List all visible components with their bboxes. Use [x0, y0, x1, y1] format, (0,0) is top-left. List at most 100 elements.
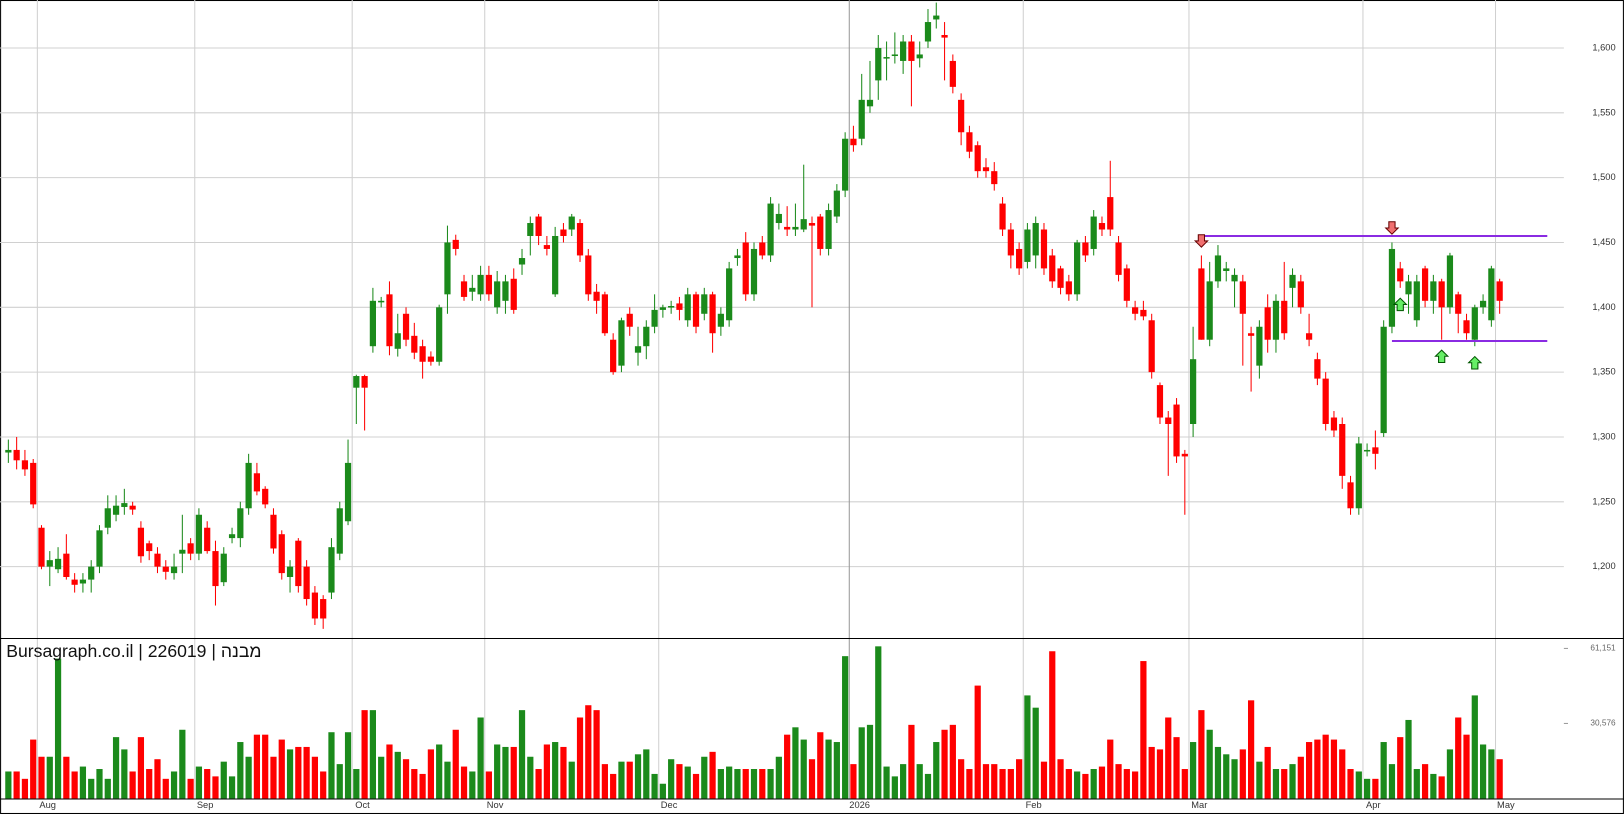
- candle-body: [170, 566, 178, 574]
- volume-bar: [808, 759, 816, 799]
- candle-body: [966, 132, 973, 152]
- y-tick-label: 1,350: [1592, 367, 1615, 377]
- candle-body: [684, 294, 691, 321]
- candle-body: [104, 508, 111, 528]
- volume-bar: [634, 754, 642, 799]
- volume-bar: [767, 769, 774, 799]
- candle-body: [5, 449, 12, 453]
- candle-body: [328, 547, 335, 593]
- volume-bar: [195, 766, 203, 799]
- up-arrow: [1467, 355, 1483, 370]
- candle-body: [137, 527, 145, 557]
- volume-bar: [1272, 769, 1280, 799]
- volume-bar: [883, 766, 890, 799]
- volume-bar: [444, 761, 451, 799]
- volume-bar: [734, 769, 741, 799]
- volume-bar: [1181, 769, 1188, 799]
- volume-bar: [436, 744, 443, 799]
- candle-body: [974, 145, 981, 172]
- candle-body: [1446, 255, 1454, 308]
- volume-bar: [1040, 761, 1048, 799]
- candle-body: [726, 268, 733, 321]
- candle-body: [982, 167, 990, 172]
- volume-bar: [1074, 771, 1081, 799]
- candle-body: [1347, 482, 1354, 509]
- candle-body: [1016, 248, 1023, 269]
- volume-bar: [527, 756, 534, 799]
- candle-body: [187, 543, 194, 554]
- down-arrow: [1384, 221, 1400, 235]
- volume-bar: [1471, 695, 1478, 799]
- volume-bar: [1231, 759, 1238, 799]
- volume-bar: [1098, 766, 1106, 799]
- candle-body: [1098, 223, 1106, 230]
- candle-body: [1107, 197, 1114, 230]
- volume-bar: [336, 764, 343, 799]
- candle-body: [220, 553, 227, 583]
- candle-body: [1024, 229, 1031, 262]
- volume-bar: [576, 717, 584, 799]
- candle-body: [949, 60, 956, 87]
- candle-body: [883, 57, 890, 59]
- candle-body: [759, 242, 766, 256]
- x-tick-label: Dec: [661, 800, 678, 810]
- volume-bar: [1264, 746, 1271, 799]
- candle-body: [245, 462, 252, 509]
- volume-bar: [237, 742, 244, 799]
- volume-bar: [262, 734, 269, 799]
- volume-bar: [1214, 746, 1222, 799]
- candle-body: [560, 229, 567, 236]
- candle-body: [709, 294, 716, 334]
- volume-bar: [96, 769, 103, 799]
- volume-bar: [369, 710, 377, 799]
- candle-body: [1156, 385, 1164, 418]
- candle-body: [1040, 229, 1048, 269]
- volume-bar: [1123, 769, 1130, 799]
- volume-bar: [502, 746, 509, 799]
- volume-bar: [999, 769, 1006, 799]
- volume-bar: [253, 734, 261, 799]
- volume-bar: [1115, 764, 1122, 799]
- candle-body: [626, 313, 633, 327]
- y2-tick-label: 30,576: [1590, 719, 1616, 728]
- y-tick-label: 1,250: [1592, 496, 1615, 506]
- y-tick-label: 1,300: [1592, 431, 1615, 441]
- x-tick-label: Aug: [39, 800, 56, 810]
- candle-body: [659, 307, 666, 310]
- volume-bar: [1032, 707, 1039, 799]
- up-arrow: [1392, 297, 1408, 312]
- candle-body: [1339, 423, 1346, 476]
- y-tick-label: 1,450: [1592, 237, 1615, 247]
- candle-body: [46, 560, 53, 567]
- candle-body: [1471, 307, 1478, 340]
- candle-body: [1380, 326, 1387, 434]
- volume-bar: [651, 773, 658, 799]
- y-tick-label: 1,550: [1592, 107, 1615, 117]
- volume-bar: [1455, 717, 1462, 799]
- volume-bar: [361, 710, 368, 799]
- candle-body: [477, 274, 484, 295]
- candle-body: [1231, 274, 1238, 282]
- volume-bar: [618, 761, 625, 799]
- volume-bar: [1397, 737, 1404, 799]
- candle-body: [734, 255, 741, 259]
- candle-body: [692, 294, 700, 327]
- volume-bar: [742, 769, 749, 799]
- volume-bar: [1190, 742, 1197, 799]
- candle-body: [30, 462, 37, 505]
- y-tick-label: 1,600: [1592, 42, 1615, 52]
- volume-bar: [1165, 717, 1172, 799]
- volume-bar: [1479, 744, 1487, 799]
- candle-body: [54, 558, 62, 570]
- volume-bar: [1281, 769, 1288, 799]
- candle-body: [71, 579, 78, 585]
- volume-bar: [941, 729, 948, 799]
- volume-bar: [1198, 710, 1205, 799]
- volume-bar: [1107, 739, 1114, 799]
- volume-bar: [750, 769, 758, 799]
- volume-bar: [709, 751, 716, 799]
- candle-body: [228, 534, 236, 539]
- candle-body: [800, 219, 807, 230]
